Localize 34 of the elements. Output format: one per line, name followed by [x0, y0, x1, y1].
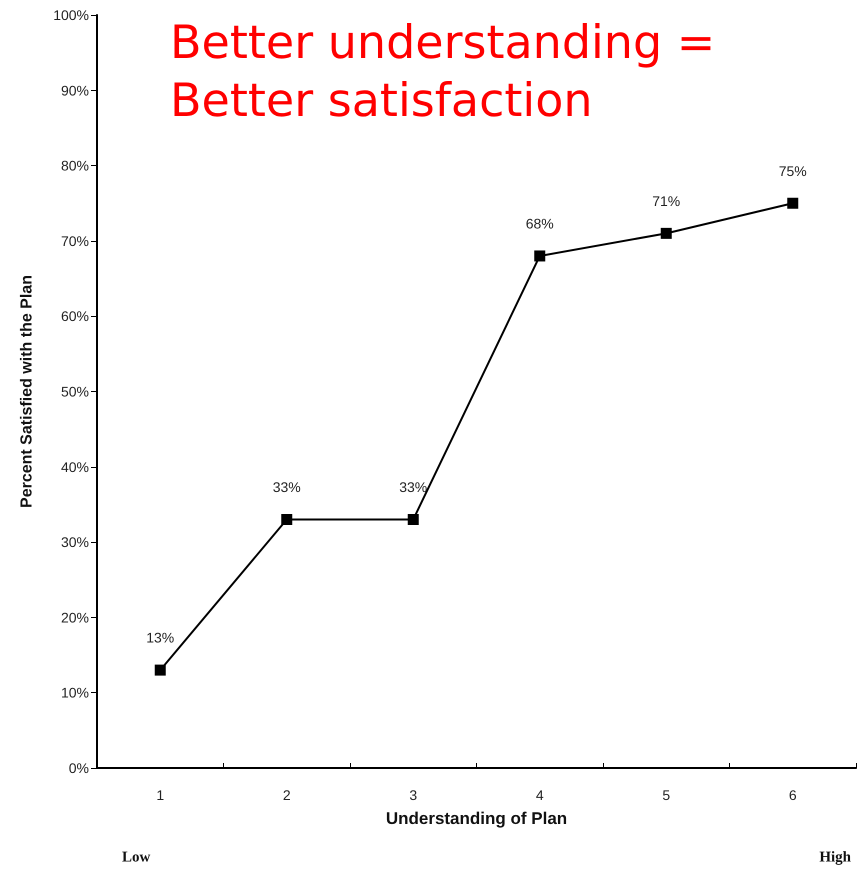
data-label: 33%	[399, 479, 428, 496]
y-tick-label: 100%	[53, 7, 89, 23]
text: Better understanding = Better satisfaction	[170, 15, 730, 127]
y-tick-label: 60%	[60, 308, 89, 324]
point	[281, 514, 292, 526]
data-label: 33%	[272, 479, 301, 496]
point	[408, 514, 419, 526]
x-tick-label: 5	[662, 787, 670, 803]
x-tick-label: 2	[282, 787, 291, 803]
x-axis-title: Understanding of Plan	[386, 809, 568, 828]
y-tick-label: 80%	[60, 158, 89, 174]
y-tick-label: 30%	[60, 534, 89, 550]
y-axis-title: Percent Satisfied with the Plan	[18, 275, 36, 508]
data-label: 75%	[778, 162, 807, 179]
y-tick-label: 50%	[60, 384, 89, 400]
y-tick-label: 10%	[60, 684, 89, 701]
data-label: 68%	[526, 215, 554, 232]
x-tick-label: 4	[536, 787, 544, 803]
point	[660, 228, 672, 239]
y-tick-label: 70%	[60, 232, 89, 249]
y-tick-label: 40%	[60, 458, 89, 475]
text: High	[819, 850, 852, 866]
point	[534, 250, 546, 262]
x-tick-label: 3	[409, 787, 418, 803]
point	[154, 664, 166, 676]
data-label: 13%	[146, 630, 174, 646]
point	[787, 198, 798, 209]
y-tick-label: 90%	[60, 82, 89, 98]
y-tick-label: 0%	[68, 760, 89, 776]
data-label: 71%	[652, 192, 680, 209]
x-tick-label: 6	[788, 787, 797, 803]
y-tick-label: 20%	[60, 609, 89, 626]
text: Low	[122, 850, 151, 866]
x-tick-label: 1	[156, 787, 164, 803]
